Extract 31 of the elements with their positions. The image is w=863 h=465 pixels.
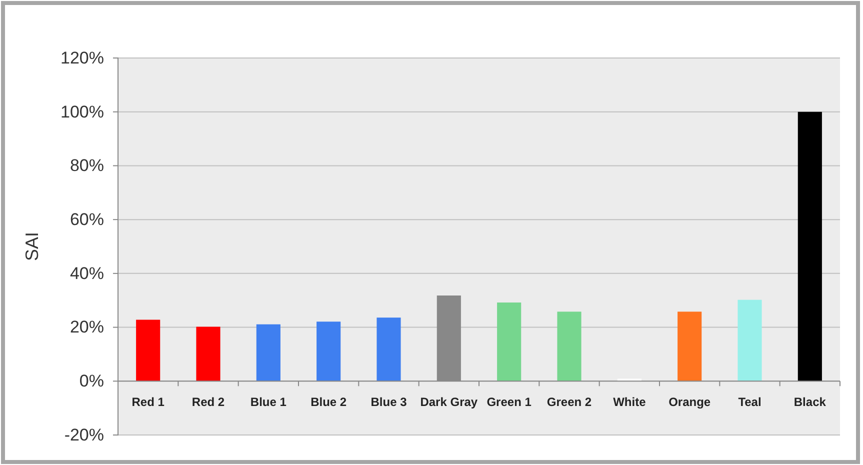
bar <box>738 300 762 382</box>
x-tick-label: Green 2 <box>546 395 592 410</box>
x-tick-label: Red 1 <box>132 395 165 410</box>
x-tick-label: Red 2 <box>192 395 225 410</box>
bar <box>798 112 822 382</box>
y-tick-label: 60% <box>70 210 104 230</box>
y-tick-label: 80% <box>70 156 104 176</box>
y-tick-label: 100% <box>60 102 104 122</box>
bar <box>557 312 582 382</box>
x-tick-label: Teal <box>738 395 762 410</box>
x-tick-label: Blue 3 <box>370 395 408 410</box>
x-tick-label: Blue 1 <box>250 395 287 410</box>
y-axis-title: SAI <box>22 232 42 262</box>
y-tick-label: 40% <box>70 264 104 283</box>
bar <box>376 318 401 382</box>
bar <box>136 320 160 382</box>
x-tick-label: Blue 2 <box>310 395 347 410</box>
y-tick-label: 20% <box>70 318 104 337</box>
bar <box>316 322 341 382</box>
y-tick-label: -20% <box>64 425 104 444</box>
bar <box>196 326 220 382</box>
y-tick-label: 120% <box>60 48 104 68</box>
y-tick-label: 0% <box>79 372 104 391</box>
x-tick-label: Dark Gray <box>420 395 478 410</box>
x-tick-label: Green 1 <box>486 395 532 410</box>
x-tick-label: Orange <box>668 395 711 410</box>
x-tick-label: White <box>613 395 646 410</box>
bar <box>256 324 280 382</box>
bar <box>678 312 702 382</box>
x-tick-label: Black <box>794 395 826 410</box>
bar <box>497 302 522 382</box>
